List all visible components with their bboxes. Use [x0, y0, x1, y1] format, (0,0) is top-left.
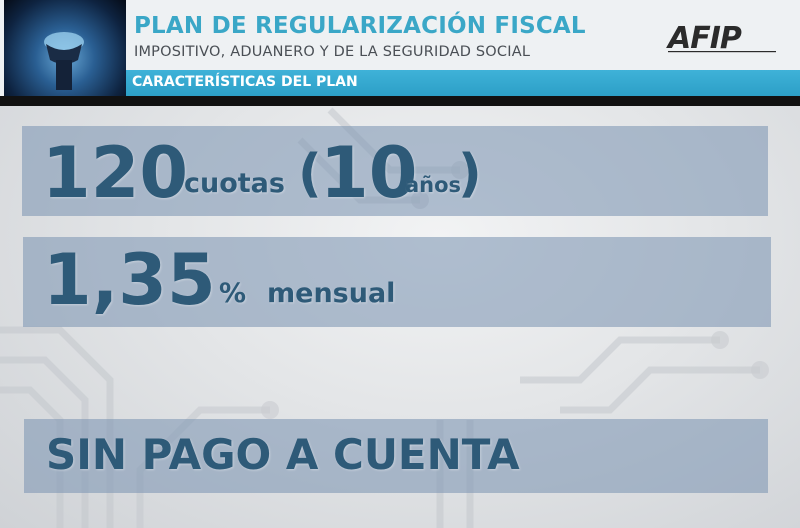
afip-logo: AFIP	[666, 21, 776, 56]
svg-text:AFIP: AFIP	[666, 21, 742, 56]
panel-interest-rate: 1,35 % mensual	[23, 237, 771, 327]
paren-open: (	[298, 144, 322, 204]
years-number: 10	[320, 132, 418, 214]
rate-number: 1,35	[43, 239, 216, 321]
no-down-payment-text: SIN PAGO A CUENTA	[46, 430, 520, 479]
header-image	[4, 0, 126, 96]
header-divider	[0, 96, 800, 106]
page-subtitle: IMPOSITIVO, ADUANERO Y DE LA SEGURIDAD S…	[134, 44, 531, 60]
rate-percent: %	[219, 278, 247, 309]
section-title: CARACTERÍSTICAS DEL PLAN	[132, 74, 358, 90]
section-bar: CARACTERÍSTICAS DEL PLAN	[126, 70, 800, 96]
installments-number: 120	[42, 132, 189, 214]
panel-no-down-payment: SIN PAGO A CUENTA	[24, 419, 768, 493]
installments-unit: cuotas	[184, 168, 285, 199]
panel-installments: 120 cuotas ( 10 años )	[22, 126, 768, 216]
hand-icon	[44, 32, 84, 90]
rate-unit: mensual	[267, 278, 396, 309]
header: PLAN DE REGULARIZACIÓN FISCAL IMPOSITIVO…	[0, 0, 800, 106]
years-unit: años	[405, 173, 462, 197]
paren-close: )	[458, 144, 482, 204]
page-title: PLAN DE REGULARIZACIÓN FISCAL	[134, 13, 586, 39]
